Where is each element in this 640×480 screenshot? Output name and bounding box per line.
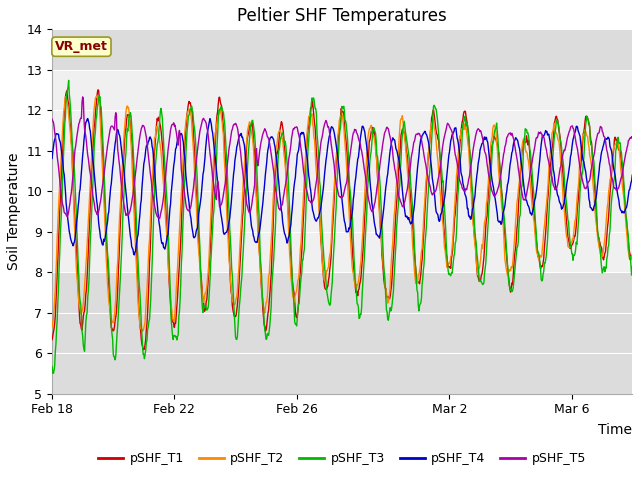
Bar bbox=[52, 70, 632, 272]
Legend: pSHF_T1, pSHF_T2, pSHF_T3, pSHF_T4, pSHF_T5: pSHF_T1, pSHF_T2, pSHF_T3, pSHF_T4, pSHF… bbox=[93, 447, 591, 470]
Text: Time: Time bbox=[598, 423, 632, 437]
Text: VR_met: VR_met bbox=[55, 40, 108, 53]
Y-axis label: Soil Temperature: Soil Temperature bbox=[7, 153, 21, 270]
Title: Peltier SHF Temperatures: Peltier SHF Temperatures bbox=[237, 7, 447, 25]
